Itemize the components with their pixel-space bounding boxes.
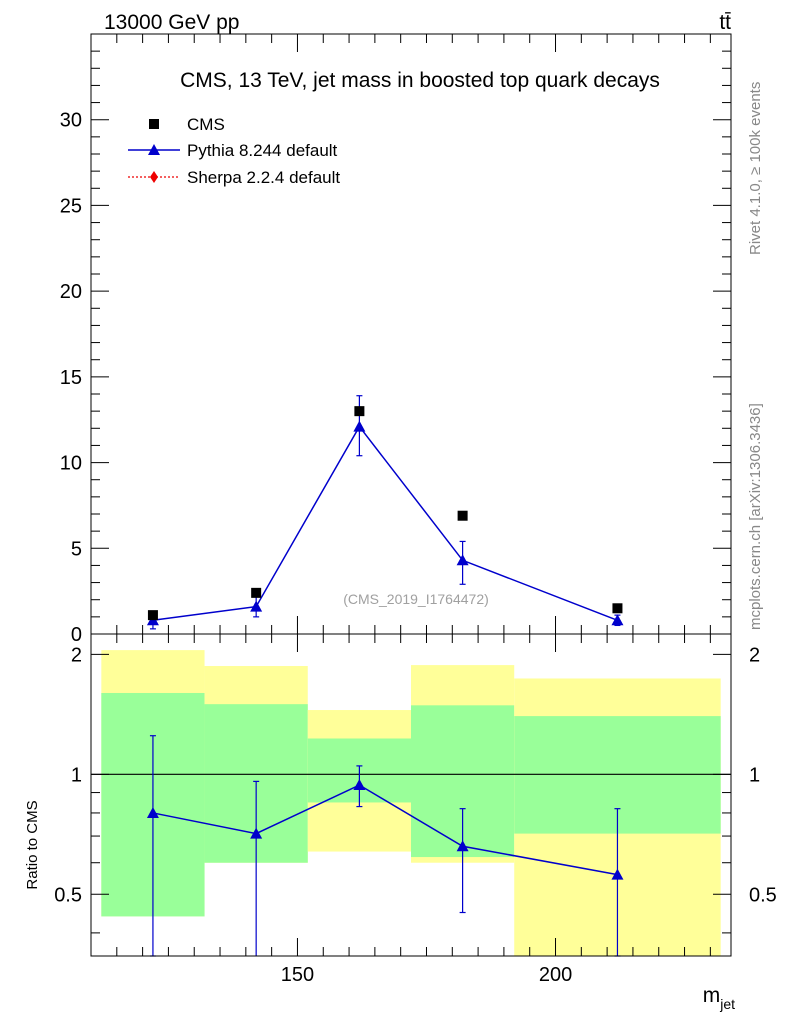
x-axis-label: mjet xyxy=(703,984,735,1012)
y-tick-label: 30 xyxy=(60,110,82,132)
ratio-pythia-point xyxy=(250,827,263,839)
legend-label-pythia: Pythia 8.244 default xyxy=(187,141,338,160)
pythia-point xyxy=(611,614,624,626)
main-watermark: (CMS_2019_I1764472) xyxy=(343,591,489,607)
rivet-label: Rivet 4.1.0, ≥ 100k events xyxy=(747,82,764,255)
main-x-axis xyxy=(90,34,711,634)
ratio-y-tick-label-right: 1 xyxy=(749,764,760,786)
main-y-axis: 0 5 10 15 20 25 30 xyxy=(60,33,731,646)
legend-label-cms: CMS xyxy=(187,115,225,134)
pythia-point xyxy=(456,554,469,566)
ratio-panel: 0.5 0.5 1 1 2 2 150 200 Ratio to CMS xyxy=(24,633,777,986)
y-tick-label: 10 xyxy=(60,453,82,475)
main-panel: 0 5 10 15 20 25 30 CMS, 13 TeV, jet mass in bo… xyxy=(60,33,732,646)
ratio-frame xyxy=(90,633,732,957)
legend-marker-cms xyxy=(149,119,159,129)
ratio-y-tick-label-right: 0.5 xyxy=(749,884,777,906)
y-tick-label: 5 xyxy=(71,538,82,560)
ratio-pythia-point xyxy=(611,868,624,880)
cms-point xyxy=(251,587,262,598)
cms-point xyxy=(147,610,158,621)
ratio-y-label: Ratio to CMS xyxy=(24,800,41,889)
ratio-pythia-point xyxy=(146,806,159,818)
legend-marker-sherpa xyxy=(150,171,158,183)
x-tick-label: 150 xyxy=(281,964,314,986)
cms-point xyxy=(354,406,365,417)
legend: CMS Pythia 8.244 default Sherpa 2.2.4 de… xyxy=(128,115,340,187)
legend-marker-pythia xyxy=(148,144,160,155)
x-axis-label-main: m xyxy=(703,984,721,1007)
ratio-y-tick-label: 1 xyxy=(71,764,82,786)
y-tick-label: 0 xyxy=(71,624,82,646)
ratio-y-tick-label: 0.5 xyxy=(54,884,82,906)
x-axis-label-sub: jet xyxy=(719,996,735,1012)
ratio-y-tick-label-right: 2 xyxy=(749,644,760,666)
y-tick-label: 15 xyxy=(60,367,82,389)
cms-point xyxy=(612,603,623,614)
ratio-y-axis: 0.5 0.5 1 1 2 2 xyxy=(54,644,777,934)
header-channel: tt̄ xyxy=(719,11,731,34)
mcplots-label: mcplots.cern.ch [arXiv:1306.3436] xyxy=(747,403,764,630)
pythia-point xyxy=(353,420,366,432)
x-tick-label: 200 xyxy=(539,964,572,986)
ratio-y-tick-label: 2 xyxy=(71,644,82,666)
ratio-pythia-point xyxy=(456,840,469,852)
ratio-pythia-point xyxy=(353,779,366,791)
y-tick-label: 20 xyxy=(60,281,82,303)
main-title: CMS, 13 TeV, jet mass in boosted top qua… xyxy=(180,69,660,92)
header-process: 13000 GeV pp xyxy=(104,11,239,34)
y-tick-label: 25 xyxy=(60,195,82,217)
legend-label-sherpa: Sherpa 2.2.4 default xyxy=(187,168,340,187)
cms-point xyxy=(457,510,468,521)
pythia-point xyxy=(250,600,263,612)
